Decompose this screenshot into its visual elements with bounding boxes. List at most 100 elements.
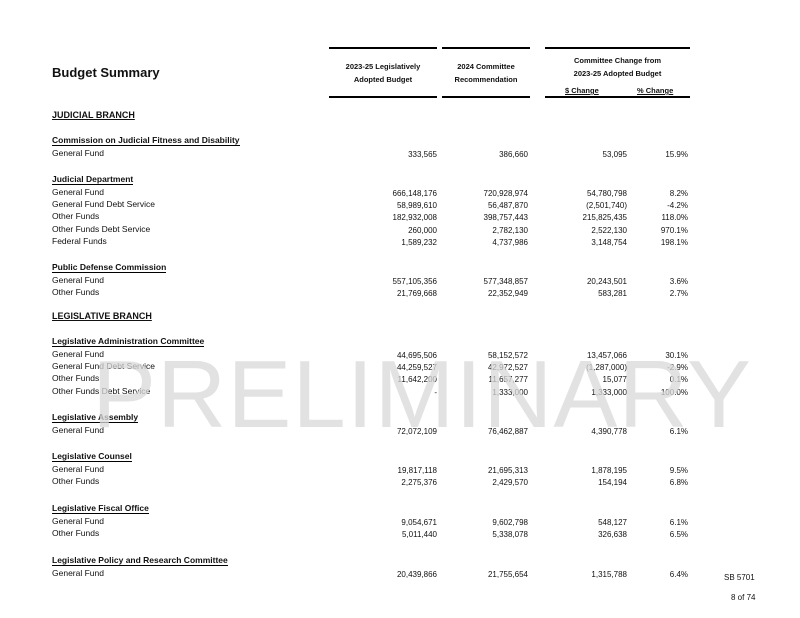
header-rule (329, 47, 437, 49)
fund-label: Other Funds (52, 286, 100, 297)
agency-heading: Legislative Assembly (52, 412, 139, 423)
pct-value: -2.9% (667, 362, 688, 372)
page-title: Budget Summary (52, 65, 160, 80)
adopted-value: 21,769,668 (396, 288, 437, 298)
adopted-value: 557,105,356 (392, 276, 438, 286)
change-value: 2,522,130 (591, 225, 627, 235)
fund-label: Other Funds Debt Service (52, 223, 151, 234)
agency-heading: Public Defense Commission (52, 262, 167, 273)
adopted-value: 72,072,109 (396, 426, 437, 436)
branch-heading: JUDICIAL BRANCH (52, 110, 135, 120)
fund-label: General Fund (52, 147, 104, 158)
pct-value: 9.5% (669, 465, 688, 475)
adopted-value: 333,565 (408, 149, 437, 159)
header-recommendation: 2024 Committee Recommendation (442, 60, 530, 86)
fund-label: Other Funds (52, 211, 100, 222)
adopted-value: - (434, 387, 437, 397)
fund-label: General Fund (52, 515, 104, 526)
preliminary-watermark: PRELIMINARY (92, 341, 753, 448)
agency-heading: Commission on Judicial Fitness and Disab… (52, 135, 240, 146)
recommended-value: 76,462,887 (487, 426, 528, 436)
recommended-value: 9,602,798 (492, 517, 528, 527)
adopted-value: 2,275,376 (401, 477, 437, 487)
recommended-value: 2,429,570 (492, 477, 528, 487)
recommended-value: 56,487,870 (487, 200, 528, 210)
bill-number: SB 5701 (724, 573, 755, 582)
adopted-value: 666,148,176 (392, 188, 438, 198)
change-value: 1,878,195 (591, 465, 627, 475)
recommended-value: 5,338,078 (492, 529, 528, 539)
fund-label: Other Funds (52, 527, 100, 538)
change-value: 53,095 (602, 149, 627, 159)
header-rule (442, 47, 530, 49)
recommended-value: 58,152,572 (487, 350, 528, 360)
change-value: 548,127 (598, 517, 627, 527)
header-line: 2024 Committee (457, 62, 515, 71)
pct-value: 30.1% (665, 350, 688, 360)
adopted-value: 44,259,527 (396, 362, 437, 372)
adopted-value: 19,817,118 (397, 465, 437, 475)
recommended-value: 4,737,986 (492, 238, 528, 248)
recommended-value: 2,782,130 (492, 225, 528, 235)
agency-heading: Legislative Fiscal Office (52, 503, 149, 514)
fund-label: General Fund (52, 274, 104, 285)
fund-label: Other Funds Debt Service (52, 385, 151, 396)
agency-heading: Judicial Department (52, 174, 134, 185)
change-value: 3,148,754 (591, 238, 627, 248)
recommended-value: 42,972,527 (487, 362, 528, 372)
change-value: 583,281 (598, 288, 627, 298)
header-line: 2023-25 Legislatively (345, 62, 421, 71)
recommended-value: 577,348,857 (483, 276, 529, 286)
header-rule (329, 96, 437, 98)
pct-value: 100.0% (660, 387, 688, 397)
header-line: Adopted Budget (353, 75, 413, 84)
adopted-value: 9,054,671 (401, 517, 437, 527)
pct-value: 15.9% (665, 149, 688, 159)
fund-label: General Fund (52, 348, 104, 359)
pct-value: 6.1% (669, 426, 688, 436)
recommended-value: 21,695,313 (487, 465, 528, 475)
adopted-value: 20,439,866 (396, 569, 437, 579)
fund-label: Federal Funds (52, 236, 107, 247)
change-value: 15,077 (602, 375, 627, 385)
fund-label: Other Funds (52, 475, 100, 486)
pct-value: 2.7% (669, 288, 688, 298)
page-number: 8 of 74 (731, 593, 756, 602)
header-change: Committee Change from 2023-25 Adopted Bu… (545, 54, 690, 80)
agency-heading: Legislative Administration Committee (52, 336, 205, 347)
pct-value: 6.4% (669, 569, 688, 579)
change-value: 4,390,778 (591, 426, 627, 436)
fund-label: General Fund (52, 567, 104, 578)
change-value: 154,194 (598, 477, 627, 487)
branch-heading: LEGISLATIVE BRANCH (52, 311, 152, 321)
adopted-value: 5,011,440 (402, 529, 437, 539)
recommended-value: 22,352,949 (487, 288, 528, 298)
change-value: (2,501,740) (586, 200, 627, 210)
adopted-value: 11,642,200 (397, 375, 437, 385)
fund-label: Other Funds (52, 373, 100, 384)
recommended-value: 720,928,974 (483, 188, 529, 198)
recommended-value: 386,660 (499, 149, 528, 159)
pct-value: 3.6% (669, 276, 688, 286)
recommended-value: 1,333,000 (492, 387, 528, 397)
header-adopted: 2023-25 Legislatively Adopted Budget (329, 60, 437, 86)
fund-label: General Fund (52, 424, 104, 435)
pct-value: 970.1% (660, 225, 688, 235)
pct-value: 6.5% (669, 529, 688, 539)
change-value: 13,457,066 (586, 350, 627, 360)
change-value: (1,287,000) (586, 362, 627, 372)
recommended-value: 11,657,277 (488, 375, 528, 385)
adopted-value: 58,989,610 (396, 200, 437, 210)
change-value: 1,315,788 (591, 569, 627, 579)
header-rule (545, 96, 690, 98)
adopted-value: 44,695,506 (396, 350, 437, 360)
fund-label: General Fund (52, 463, 104, 474)
pct-value: 0.1% (669, 375, 688, 385)
recommended-value: 398,757,443 (483, 213, 529, 223)
agency-heading: Legislative Policy and Research Committe… (52, 555, 228, 566)
pct-value: 6.1% (669, 517, 688, 527)
pct-value: 8.2% (669, 188, 688, 198)
header-pct-change: % Change (637, 86, 674, 95)
header-rule (545, 47, 690, 49)
adopted-value: 182,932,008 (392, 213, 438, 223)
